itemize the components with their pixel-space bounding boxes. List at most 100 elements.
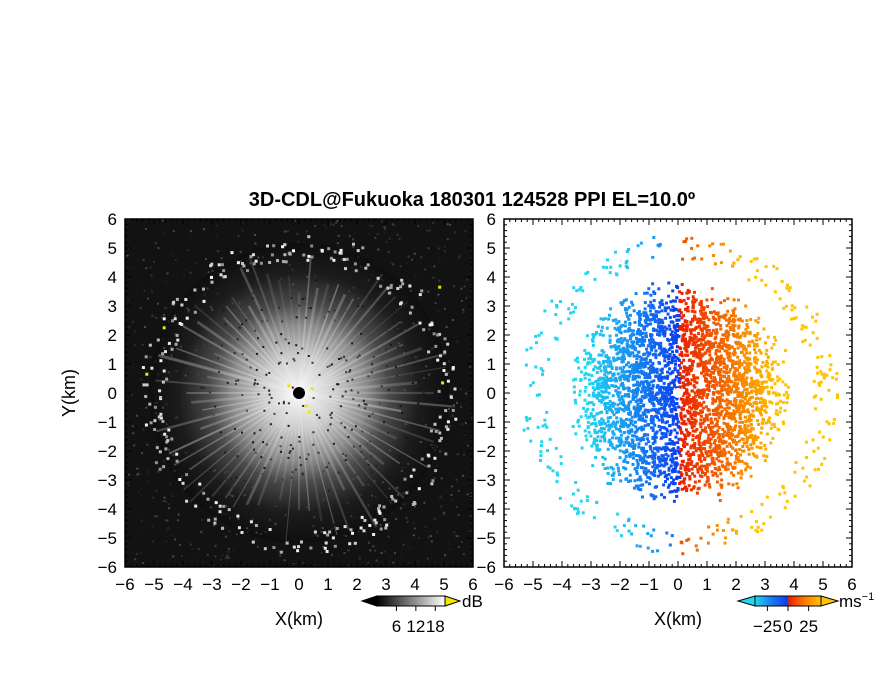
speckle	[214, 454, 217, 457]
speckle	[327, 512, 330, 515]
velocity-pixel	[776, 363, 780, 366]
velocity-pixel	[631, 395, 635, 399]
velocity-pixel	[707, 318, 711, 322]
velocity-pixel	[586, 420, 590, 424]
velocity-pixel	[646, 455, 650, 459]
velocity-pixel	[615, 321, 619, 325]
speckle	[154, 242, 157, 245]
velocity-pixel	[636, 478, 640, 482]
velocity-pixel	[749, 362, 753, 366]
velocity-pixel	[716, 345, 720, 349]
velocity-pixel	[635, 408, 639, 412]
velocity-pixel	[672, 341, 675, 345]
speckle	[137, 472, 140, 475]
velocity-pixel	[740, 392, 744, 396]
velocity-pixel	[576, 356, 579, 360]
speckle	[172, 254, 175, 257]
speckle	[165, 423, 168, 426]
velocity-pixel	[682, 375, 686, 379]
velocity-ring-pixel	[706, 541, 710, 545]
velocity-pixel	[633, 391, 637, 395]
velocity-pixel	[616, 356, 620, 360]
echo-pixel	[377, 509, 381, 513]
velocity-pixel	[736, 393, 740, 397]
velocity-ring-pixel	[539, 454, 543, 457]
speckle	[350, 543, 353, 546]
velocity-pixel	[668, 387, 672, 390]
velocity-pixel	[677, 358, 681, 362]
velocity-pixel	[726, 411, 730, 415]
velocity-pixel	[627, 305, 631, 309]
velocity-pixel	[754, 389, 757, 393]
speckle	[291, 386, 294, 389]
speckle	[208, 330, 211, 333]
velocity-pixel	[628, 372, 632, 376]
velocity-pixel	[679, 415, 683, 419]
velocity-pixel	[600, 435, 604, 439]
velocity-pixel	[669, 464, 673, 468]
velocity-pixel	[716, 322, 720, 326]
velocity-pixel	[667, 483, 671, 487]
velocity-pixel	[726, 422, 730, 426]
velocity-pixel	[635, 339, 639, 343]
speckle	[376, 233, 379, 236]
velocity-pixel	[614, 407, 618, 411]
velocity-pixel	[680, 350, 684, 354]
speckle	[225, 505, 228, 508]
velocity-pixel	[667, 472, 671, 476]
speckle	[127, 483, 130, 486]
speckle	[165, 403, 168, 406]
velocity-pixel	[642, 311, 646, 315]
velocity-pixel	[667, 324, 671, 328]
speckle	[380, 220, 383, 223]
velocity-ring-pixel	[539, 444, 543, 447]
speckle	[440, 333, 443, 335]
velocity-pixel	[693, 346, 697, 350]
velocity-pixel	[690, 378, 694, 382]
velocity-ring-pixel	[627, 247, 631, 251]
speckle	[424, 525, 427, 528]
speckle	[234, 383, 237, 386]
velocity-pixel	[685, 487, 689, 491]
speckle	[370, 455, 373, 458]
velocity-pixel	[635, 336, 638, 340]
velocity-pixel	[622, 365, 626, 369]
velocity-pixel	[607, 440, 611, 444]
velocity-pixel	[755, 388, 759, 392]
velocity-pixel	[664, 459, 668, 463]
speckle	[328, 364, 331, 367]
speckle	[423, 501, 426, 504]
velocity-pixel	[625, 417, 628, 421]
velocity-pixel	[759, 388, 763, 391]
speckle	[239, 266, 242, 269]
velocity-pixel	[669, 333, 673, 336]
velocity-pixel	[598, 386, 602, 390]
velocity-pixel	[681, 443, 685, 447]
speckle	[360, 493, 363, 496]
velocity-pixel	[666, 485, 670, 489]
velocity-pixel	[608, 399, 612, 403]
velocity-ring-pixel	[524, 363, 528, 367]
speckle	[405, 516, 408, 519]
velocity-pixel	[708, 342, 711, 346]
radar-site-marker	[293, 387, 305, 399]
velocity-pixel	[731, 428, 735, 432]
velocity-ring-pixel	[792, 317, 796, 321]
velocity-pixel	[699, 342, 703, 346]
echo-pixel	[157, 415, 161, 419]
velocity-pixel	[751, 409, 755, 413]
speckle	[125, 223, 128, 226]
velocity-pixel	[653, 447, 656, 451]
echo-pixel	[185, 473, 189, 477]
speckle	[344, 390, 347, 393]
velocity-pixel	[633, 479, 637, 483]
velocity-pixel	[738, 399, 742, 403]
speckle	[163, 314, 166, 316]
velocity-pixel	[616, 420, 619, 424]
velocity-pixel	[721, 333, 725, 337]
velocity-pixel	[721, 452, 725, 456]
velocity-pixel	[688, 477, 692, 481]
speckle	[436, 445, 439, 448]
velocity-pixel	[623, 324, 627, 328]
velocity-pixel	[594, 456, 598, 459]
